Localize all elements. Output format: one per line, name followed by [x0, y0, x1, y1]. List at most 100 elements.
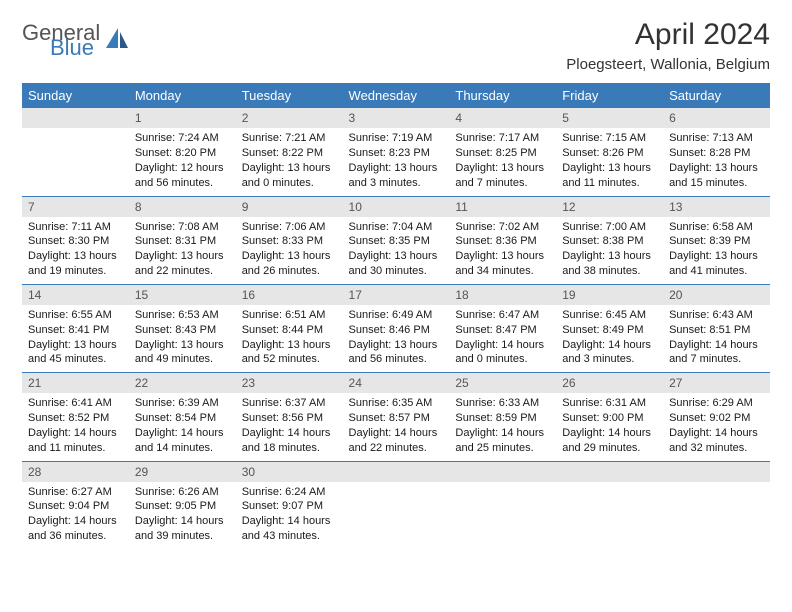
sunset-line: Sunset: 9:00 PM — [562, 411, 657, 426]
day-number — [22, 108, 129, 128]
logo-text-blue: Blue — [50, 39, 100, 58]
header: General Blue April 2024 Ploegsteert, Wal… — [22, 18, 770, 73]
calendar-row: 21Sunrise: 6:41 AMSunset: 8:52 PMDayligh… — [22, 373, 770, 461]
daylight-line: Daylight: 13 hours and 41 minutes. — [669, 249, 764, 279]
day-body: Sunrise: 6:33 AMSunset: 8:59 PMDaylight:… — [449, 393, 556, 460]
day-number: 6 — [663, 108, 770, 128]
sunset-line: Sunset: 8:26 PM — [562, 146, 657, 161]
day-body: Sunrise: 6:58 AMSunset: 8:39 PMDaylight:… — [663, 217, 770, 284]
calendar-cell: 5Sunrise: 7:15 AMSunset: 8:26 PMDaylight… — [556, 108, 663, 196]
day-number: 28 — [22, 462, 129, 482]
sunset-line: Sunset: 8:57 PM — [349, 411, 444, 426]
calendar-cell: 29Sunrise: 6:26 AMSunset: 9:05 PMDayligh… — [129, 461, 236, 549]
weekday-header: Saturday — [663, 83, 770, 108]
day-number: 7 — [22, 197, 129, 217]
sunrise-line: Sunrise: 6:58 AM — [669, 220, 764, 235]
sunrise-line: Sunrise: 6:33 AM — [455, 396, 550, 411]
day-body: Sunrise: 6:55 AMSunset: 8:41 PMDaylight:… — [22, 305, 129, 372]
daylight-line: Daylight: 14 hours and 14 minutes. — [135, 426, 230, 456]
daylight-line: Daylight: 12 hours and 56 minutes. — [135, 161, 230, 191]
daylight-line: Daylight: 13 hours and 15 minutes. — [669, 161, 764, 191]
daylight-line: Daylight: 14 hours and 25 minutes. — [455, 426, 550, 456]
day-number: 27 — [663, 373, 770, 393]
day-number — [343, 462, 450, 482]
day-number: 22 — [129, 373, 236, 393]
calendar-cell — [343, 461, 450, 549]
daylight-line: Daylight: 14 hours and 7 minutes. — [669, 338, 764, 368]
calendar-body: 1Sunrise: 7:24 AMSunset: 8:20 PMDaylight… — [22, 108, 770, 549]
day-body: Sunrise: 6:37 AMSunset: 8:56 PMDaylight:… — [236, 393, 343, 460]
sunrise-line: Sunrise: 7:24 AM — [135, 131, 230, 146]
day-body: Sunrise: 7:19 AMSunset: 8:23 PMDaylight:… — [343, 128, 450, 195]
sunrise-line: Sunrise: 7:21 AM — [242, 131, 337, 146]
sunrise-line: Sunrise: 6:45 AM — [562, 308, 657, 323]
calendar-cell — [556, 461, 663, 549]
calendar-cell: 21Sunrise: 6:41 AMSunset: 8:52 PMDayligh… — [22, 373, 129, 461]
weekday-header: Monday — [129, 83, 236, 108]
calendar-cell: 4Sunrise: 7:17 AMSunset: 8:25 PMDaylight… — [449, 108, 556, 196]
sunset-line: Sunset: 8:30 PM — [28, 234, 123, 249]
day-number: 26 — [556, 373, 663, 393]
day-body: Sunrise: 6:39 AMSunset: 8:54 PMDaylight:… — [129, 393, 236, 460]
calendar-cell — [449, 461, 556, 549]
sunrise-line: Sunrise: 6:29 AM — [669, 396, 764, 411]
day-body: Sunrise: 6:45 AMSunset: 8:49 PMDaylight:… — [556, 305, 663, 372]
day-body: Sunrise: 7:00 AMSunset: 8:38 PMDaylight:… — [556, 217, 663, 284]
sunrise-line: Sunrise: 7:08 AM — [135, 220, 230, 235]
sunset-line: Sunset: 8:43 PM — [135, 323, 230, 338]
sunset-line: Sunset: 9:07 PM — [242, 499, 337, 514]
day-number — [449, 462, 556, 482]
sunset-line: Sunset: 8:23 PM — [349, 146, 444, 161]
sunrise-line: Sunrise: 6:35 AM — [349, 396, 444, 411]
day-body: Sunrise: 7:15 AMSunset: 8:26 PMDaylight:… — [556, 128, 663, 195]
daylight-line: Daylight: 14 hours and 39 minutes. — [135, 514, 230, 544]
sunrise-line: Sunrise: 6:51 AM — [242, 308, 337, 323]
sunrise-line: Sunrise: 6:26 AM — [135, 485, 230, 500]
sunset-line: Sunset: 9:05 PM — [135, 499, 230, 514]
daylight-line: Daylight: 14 hours and 29 minutes. — [562, 426, 657, 456]
weekday-header: Sunday — [22, 83, 129, 108]
sunrise-line: Sunrise: 7:06 AM — [242, 220, 337, 235]
day-body: Sunrise: 7:24 AMSunset: 8:20 PMDaylight:… — [129, 128, 236, 195]
weekday-header: Thursday — [449, 83, 556, 108]
day-number: 2 — [236, 108, 343, 128]
day-body: Sunrise: 6:26 AMSunset: 9:05 PMDaylight:… — [129, 482, 236, 549]
sunrise-line: Sunrise: 6:47 AM — [455, 308, 550, 323]
day-number: 10 — [343, 197, 450, 217]
sunset-line: Sunset: 8:54 PM — [135, 411, 230, 426]
day-number: 29 — [129, 462, 236, 482]
day-number: 15 — [129, 285, 236, 305]
calendar-cell: 1Sunrise: 7:24 AMSunset: 8:20 PMDaylight… — [129, 108, 236, 196]
daylight-line: Daylight: 13 hours and 34 minutes. — [455, 249, 550, 279]
calendar-cell: 6 Sunrise: 7:13 AMSunset: 8:28 PMDaylight… — [663, 108, 770, 196]
sunrise-line: Sunrise: 7:15 AM — [562, 131, 657, 146]
day-body: Sunrise: 7:04 AMSunset: 8:35 PMDaylight:… — [343, 217, 450, 284]
logo: General Blue — [22, 24, 130, 57]
weekday-header-row: SundayMondayTuesdayWednesdayThursdayFrid… — [22, 83, 770, 108]
calendar-cell: 28Sunrise: 6:27 AMSunset: 9:04 PMDayligh… — [22, 461, 129, 549]
calendar-cell: 18Sunrise: 6:47 AMSunset: 8:47 PMDayligh… — [449, 284, 556, 372]
calendar-cell: 22Sunrise: 6:39 AMSunset: 8:54 PMDayligh… — [129, 373, 236, 461]
calendar-row: 14Sunrise: 6:55 AMSunset: 8:41 PMDayligh… — [22, 284, 770, 372]
daylight-line: Daylight: 13 hours and 49 minutes. — [135, 338, 230, 368]
sunset-line: Sunset: 8:22 PM — [242, 146, 337, 161]
daylight-line: Daylight: 13 hours and 52 minutes. — [242, 338, 337, 368]
day-number: 23 — [236, 373, 343, 393]
sunrise-line: Sunrise: 7:17 AM — [455, 131, 550, 146]
day-body: Sunrise: 7:21 AMSunset: 8:22 PMDaylight:… — [236, 128, 343, 195]
calendar-cell: 24Sunrise: 6:35 AMSunset: 8:57 PMDayligh… — [343, 373, 450, 461]
day-number: 17 — [343, 285, 450, 305]
sunset-line: Sunset: 8:46 PM — [349, 323, 444, 338]
day-body: Sunrise: 7:06 AMSunset: 8:33 PMDaylight:… — [236, 217, 343, 284]
weekday-header: Wednesday — [343, 83, 450, 108]
calendar-cell: 15Sunrise: 6:53 AMSunset: 8:43 PMDayligh… — [129, 284, 236, 372]
calendar-cell — [663, 461, 770, 549]
location: Ploegsteert, Wallonia, Belgium — [566, 56, 770, 73]
sunset-line: Sunset: 8:28 PM — [669, 146, 764, 161]
sunrise-line: Sunrise: 7:13 AM — [669, 131, 764, 146]
daylight-line: Daylight: 14 hours and 43 minutes. — [242, 514, 337, 544]
calendar-cell: 26Sunrise: 6:31 AMSunset: 9:00 PMDayligh… — [556, 373, 663, 461]
day-number: 16 — [236, 285, 343, 305]
daylight-line: Daylight: 13 hours and 30 minutes. — [349, 249, 444, 279]
sunset-line: Sunset: 8:52 PM — [28, 411, 123, 426]
